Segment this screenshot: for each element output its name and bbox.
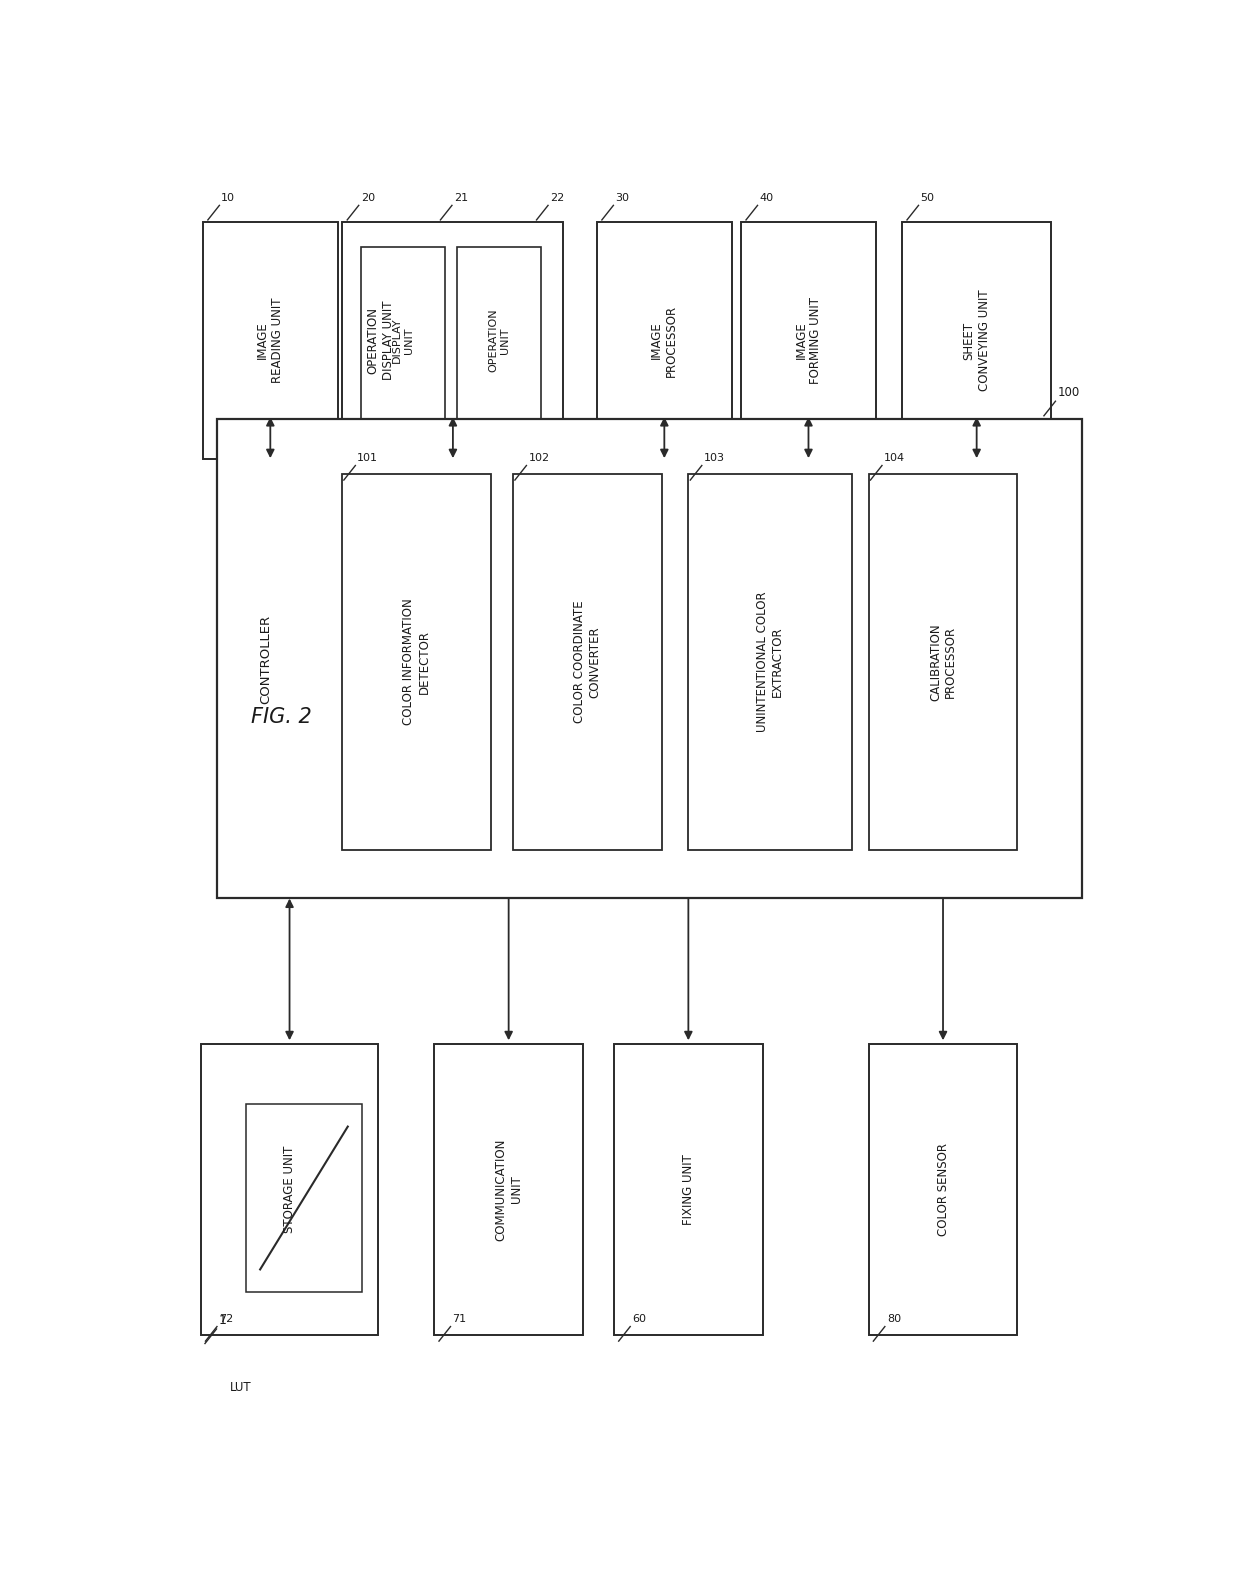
Text: 80: 80 — [887, 1314, 901, 1325]
Bar — [688, 474, 852, 850]
Bar — [342, 222, 563, 458]
Text: COLOR SENSOR: COLOR SENSOR — [936, 1143, 950, 1236]
Text: FIG. 2: FIG. 2 — [250, 707, 311, 726]
Bar — [434, 1044, 583, 1336]
Text: 60: 60 — [632, 1314, 646, 1325]
Text: 72: 72 — [219, 1314, 233, 1325]
Text: SHEET
CONVEYING UNIT: SHEET CONVEYING UNIT — [962, 290, 991, 392]
Text: CALIBRATION
PROCESSOR: CALIBRATION PROCESSOR — [929, 624, 957, 701]
Text: 103: 103 — [704, 454, 724, 463]
Bar — [203, 222, 337, 458]
Text: IMAGE
FORMING UNIT: IMAGE FORMING UNIT — [795, 298, 822, 384]
Text: 71: 71 — [453, 1314, 466, 1325]
Text: 21: 21 — [454, 194, 467, 203]
Text: FIXING UNIT: FIXING UNIT — [682, 1154, 694, 1225]
Text: 40: 40 — [759, 194, 774, 203]
Bar — [614, 1044, 763, 1336]
Text: 10: 10 — [221, 194, 236, 203]
Text: DISPLAY
UNIT: DISPLAY UNIT — [392, 318, 414, 364]
Text: LUT: LUT — [229, 1381, 252, 1394]
Bar — [361, 247, 445, 435]
Text: COLOR COORDINATE
CONVERTER: COLOR COORDINATE CONVERTER — [573, 600, 601, 723]
Text: 30: 30 — [615, 194, 630, 203]
Bar — [342, 474, 491, 850]
Bar — [456, 247, 542, 435]
Text: 1: 1 — [218, 1314, 227, 1326]
Text: 22: 22 — [551, 194, 564, 203]
Text: 50: 50 — [920, 194, 935, 203]
Bar — [247, 1104, 362, 1291]
Text: 102: 102 — [528, 454, 549, 463]
Text: UNINTENTIONAL COLOR
EXTRACTOR: UNINTENTIONAL COLOR EXTRACTOR — [756, 592, 784, 732]
Text: OPERATION
UNIT: OPERATION UNIT — [489, 309, 510, 372]
Text: 100: 100 — [1058, 386, 1080, 398]
Text: STORAGE UNIT: STORAGE UNIT — [283, 1147, 296, 1233]
Bar — [596, 222, 732, 458]
Text: OPERATION
DISPLAY UNIT: OPERATION DISPLAY UNIT — [367, 301, 394, 380]
Bar — [742, 222, 875, 458]
Text: 104: 104 — [884, 454, 905, 463]
Bar — [868, 474, 1018, 850]
Bar — [868, 1044, 1018, 1336]
Text: COLOR INFORMATION
DETECTOR: COLOR INFORMATION DETECTOR — [403, 598, 430, 726]
Text: 20: 20 — [361, 194, 374, 203]
Bar — [217, 419, 1083, 898]
Text: IMAGE
READING UNIT: IMAGE READING UNIT — [257, 298, 284, 383]
Text: CONTROLLER: CONTROLLER — [259, 614, 272, 704]
Text: 101: 101 — [357, 454, 378, 463]
Text: IMAGE
PROCESSOR: IMAGE PROCESSOR — [650, 304, 678, 376]
Bar — [903, 222, 1052, 458]
Bar — [513, 474, 662, 850]
Text: COMMUNICATION
UNIT: COMMUNICATION UNIT — [495, 1139, 522, 1241]
Bar — [201, 1044, 378, 1336]
